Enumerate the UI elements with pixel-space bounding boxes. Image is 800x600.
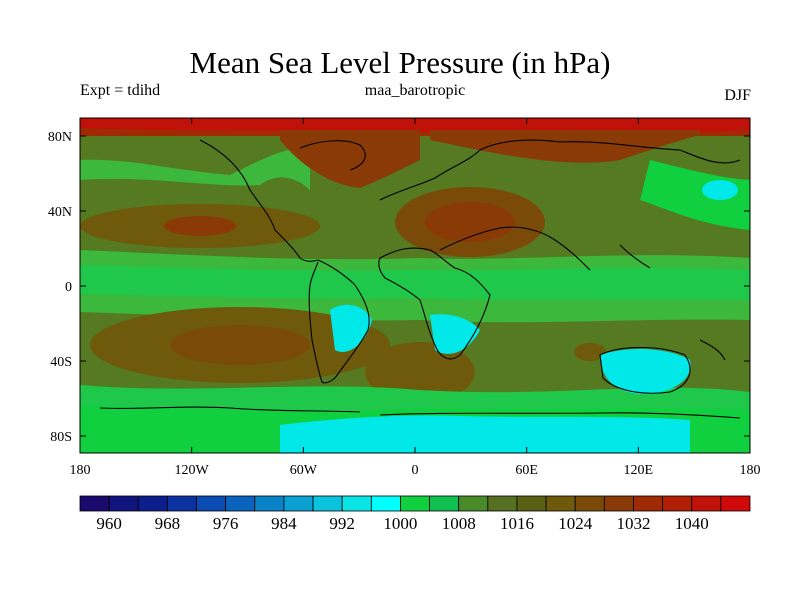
colorbar-swatch — [196, 495, 227, 512]
chart-title: Mean Sea Level Pressure (in hPa) — [189, 45, 611, 80]
colorbar-swatch — [79, 495, 110, 512]
colorbar-swatch — [283, 495, 314, 512]
lon-label: 120E — [624, 463, 654, 478]
lon-label: 60W — [290, 463, 318, 478]
lat-label: 80S — [50, 430, 72, 445]
colorbar-swatch — [691, 495, 722, 512]
colorbar-swatch — [429, 495, 460, 512]
colorbar-swatch — [225, 495, 256, 512]
colorbar-label: 1008 — [442, 514, 476, 533]
lon-label: 0 — [412, 463, 419, 478]
colorbar-swatch — [370, 495, 401, 512]
experiment-label: Expt = tdihd — [80, 82, 161, 99]
coastlines — [99, 139, 741, 419]
model-label: maa_barotropic — [364, 82, 466, 99]
lon-label: 120W — [175, 463, 210, 478]
colorbar-swatch — [458, 495, 489, 512]
colorbar-swatch — [545, 495, 576, 512]
colorbar-label: 976 — [213, 514, 239, 533]
lon-label: 180 — [740, 463, 761, 478]
latitude-axis: 80N 40N 0 40S 80S — [48, 130, 750, 445]
colorbar-label: 1024 — [558, 514, 593, 533]
colorbar-swatch — [254, 495, 285, 512]
lat-label: 80N — [48, 130, 72, 145]
colorbar-label: 1000 — [383, 514, 417, 533]
lon-label: 180 — [70, 463, 91, 478]
colorbar-swatch — [400, 495, 430, 512]
colorbar-label: 984 — [271, 514, 297, 533]
season-label: DJF — [724, 87, 751, 104]
colorbar: 960 968 976 984 992 1000 1008 1016 1024 1032 1040 — [79, 495, 751, 533]
colorbar-swatch — [312, 495, 343, 512]
lon-label: 60E — [515, 463, 538, 478]
lat-label: 40S — [50, 355, 72, 370]
colorbar-swatch — [574, 495, 605, 512]
colorbar-swatch — [603, 495, 634, 512]
colorbar-label: 960 — [96, 514, 122, 533]
longitude-axis: 180 120W 60W 0 60E 120E 180 — [70, 118, 761, 478]
colorbar-label: 968 — [155, 514, 181, 533]
colorbar-label: 1040 — [675, 514, 709, 533]
colorbar-swatch — [341, 495, 372, 512]
colorbar-swatch — [516, 495, 547, 512]
colorbar-swatch — [633, 495, 664, 512]
colorbar-swatch — [720, 495, 751, 512]
colorbar-label: 1016 — [500, 514, 534, 533]
colorbar-swatch — [137, 495, 168, 512]
lat-label: 0 — [65, 280, 72, 295]
colorbar-swatch — [662, 495, 693, 512]
lat-label: 40N — [48, 205, 72, 220]
pressure-field — [80, 118, 750, 453]
colorbar-swatch — [108, 495, 139, 512]
colorbar-label: 1032 — [616, 514, 650, 533]
colorbar-label: 992 — [329, 514, 355, 533]
colorbar-swatch — [487, 495, 518, 512]
colorbar-swatch — [166, 495, 197, 512]
